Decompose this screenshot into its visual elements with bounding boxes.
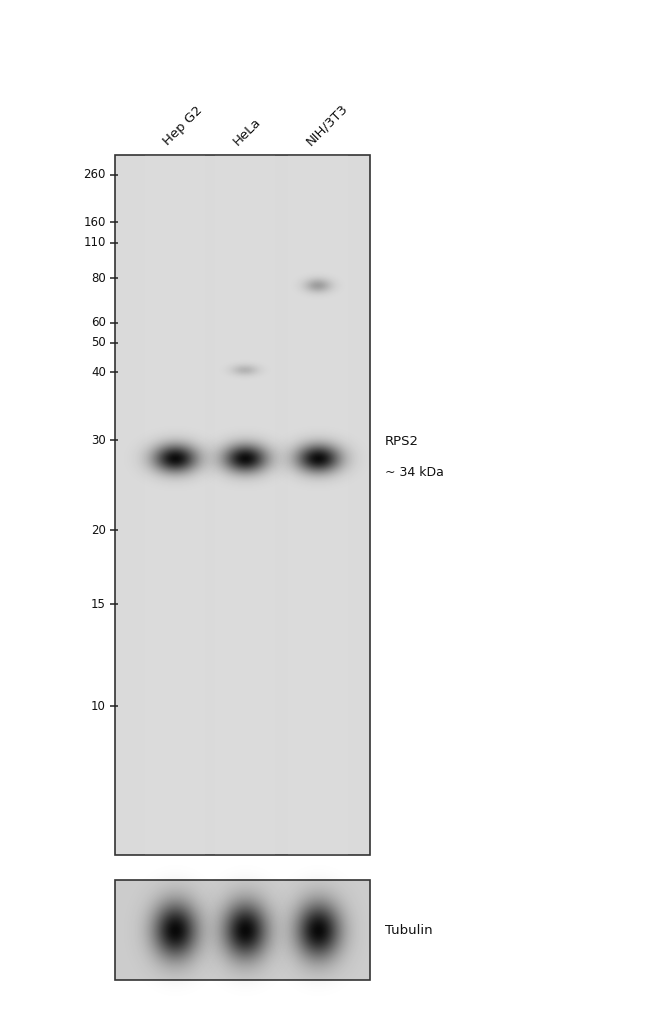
Text: 260: 260	[84, 168, 106, 182]
Text: 15: 15	[91, 597, 106, 611]
Bar	[145, 155, 205, 855]
Text: 160: 160	[84, 216, 106, 228]
Text: HeLa: HeLa	[231, 115, 264, 148]
Bar	[288, 155, 348, 855]
Text: 80: 80	[91, 272, 106, 284]
Text: 50: 50	[91, 337, 106, 349]
Text: RPS2: RPS2	[385, 435, 419, 448]
Text: 60: 60	[91, 316, 106, 330]
Text: Tubulin: Tubulin	[385, 924, 433, 937]
Text: 40: 40	[91, 366, 106, 378]
Text: 110: 110	[84, 237, 106, 250]
Bar	[215, 155, 275, 855]
Bar	[115, 155, 370, 855]
Bar	[115, 880, 370, 980]
Text: Hep G2: Hep G2	[161, 103, 205, 148]
Text: 10: 10	[91, 699, 106, 713]
Text: ~ 34 kDa: ~ 34 kDa	[385, 466, 444, 479]
Text: 20: 20	[91, 524, 106, 536]
Text: NIH/3T3: NIH/3T3	[304, 101, 350, 148]
Text: 30: 30	[91, 434, 106, 446]
